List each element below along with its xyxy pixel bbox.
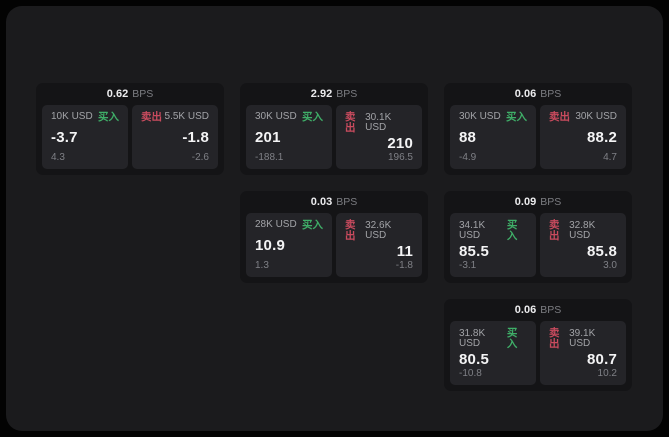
spread-header: 0.09 BPS [444,191,632,213]
spread-value: 0.09 [514,196,537,208]
quote-card: 2.92 BPS 30K USD 买入 201 -188.1 卖出 30.1K … [240,83,428,175]
buy-delta: 1.3 [255,260,269,271]
sell-amount: 30.1K USD [365,111,392,133]
bps-unit-label: BPS [540,196,562,208]
sell-tile[interactable]: 卖出 32.8K USD 85.8 3.0 [540,213,626,277]
quote-card: 0.03 BPS 28K USD 买入 10.9 1.3 卖出 32.6K US… [240,191,428,283]
buy-amount: 30K USD [255,111,297,123]
buy-label: 买入 [506,327,518,350]
quote-panels: 28K USD 买入 10.9 1.3 卖出 32.6K USD 11 -1.8 [246,213,422,277]
sell-price: 210 [387,134,413,152]
sell-price: 85.8 [587,242,617,260]
sell-amount: 30K USD [575,111,617,123]
sell-amount: 39.1K USD [569,327,596,349]
buy-amount: 31.8K USD [459,327,486,349]
buy-amount: 28K USD [255,219,297,231]
buy-label: 买入 [506,111,527,123]
sell-tile[interactable]: 卖出 32.6K USD 11 -1.8 [336,213,422,277]
buy-price: -3.7 [51,129,78,147]
bps-unit-label: BPS [336,88,358,100]
quote-panels: 34.1K USD 买入 85.5 -3.1 卖出 32.8K USD 85.8… [450,213,626,277]
quote-panels: 31.8K USD 买入 80.5 -10.8 卖出 39.1K USD 80.… [450,321,626,385]
buy-delta: 4.3 [51,152,65,163]
buy-amount: 34.1K USD [459,219,486,241]
sell-label: 卖出 [549,327,560,350]
quote-card: 0.06 BPS 31.8K USD 买入 80.5 -10.8 卖出 39.1… [444,299,632,391]
spread-value: 0.06 [514,304,537,316]
buy-price: 80.5 [459,350,489,368]
buy-amount: 10K USD [51,111,93,123]
spread-header: 0.06 BPS [444,83,632,105]
buy-price: 85.5 [459,242,489,260]
buy-label: 买入 [98,111,119,123]
buy-delta: -3.1 [459,260,477,271]
bps-unit-label: BPS [540,88,562,100]
bps-unit-label: BPS [132,88,154,100]
spread-header: 0.62 BPS [36,83,224,105]
buy-price: 88 [459,129,477,147]
spread-header: 0.06 BPS [444,299,632,321]
sell-amount: 5.5K USD [164,111,209,123]
buy-tile[interactable]: 31.8K USD 买入 80.5 -10.8 [450,321,536,385]
sell-label: 卖出 [549,111,570,123]
quote-card-grid: 0.62 BPS 10K USD 买入 -3.7 4.3 卖出 5.5K USD [36,83,632,391]
buy-label: 买入 [302,111,323,123]
sell-amount: 32.8K USD [569,219,596,241]
sell-label: 卖出 [549,219,560,242]
sell-label: 卖出 [345,111,356,134]
sell-label: 卖出 [345,219,356,242]
buy-tile[interactable]: 30K USD 买入 88 -4.9 [450,105,536,169]
spread-value: 0.03 [310,196,333,208]
spread-header: 0.03 BPS [240,191,428,213]
buy-price: 201 [255,129,281,147]
sell-tile[interactable]: 卖出 5.5K USD -1.8 -2.6 [132,105,218,169]
sell-price: 80.7 [587,350,617,368]
sell-tile[interactable]: 卖出 39.1K USD 80.7 10.2 [540,321,626,385]
sell-delta: 3.0 [603,260,617,271]
quote-card: 0.09 BPS 34.1K USD 买入 85.5 -3.1 卖出 32.8K… [444,191,632,283]
sell-amount: 32.6K USD [365,219,392,241]
sell-delta: 4.7 [603,152,617,163]
buy-amount: 30K USD [459,111,501,123]
sell-delta: 10.2 [597,368,617,379]
buy-delta: -188.1 [255,152,284,163]
spread-header: 2.92 BPS [240,83,428,105]
sell-label: 卖出 [141,111,162,123]
buy-tile[interactable]: 28K USD 买入 10.9 1.3 [246,213,332,277]
buy-tile[interactable]: 10K USD 买入 -3.7 4.3 [42,105,128,169]
spread-value: 2.92 [310,88,333,100]
sell-price: 88.2 [587,129,617,147]
bps-unit-label: BPS [336,196,358,208]
spread-value: 0.06 [514,88,537,100]
quote-card: 0.06 BPS 30K USD 买入 88 -4.9 卖出 30K USD [444,83,632,175]
buy-label: 买入 [506,219,518,242]
sell-tile[interactable]: 卖出 30K USD 88.2 4.7 [540,105,626,169]
sell-delta: -1.8 [395,260,413,271]
sell-delta: -2.6 [191,152,209,163]
quote-panels: 30K USD 买入 88 -4.9 卖出 30K USD 88.2 4.7 [450,105,626,169]
sell-delta: 196.5 [387,152,413,163]
buy-label: 买入 [302,219,323,231]
buy-tile[interactable]: 34.1K USD 买入 85.5 -3.1 [450,213,536,277]
buy-price: 10.9 [255,237,285,255]
bps-unit-label: BPS [540,304,562,316]
spread-value: 0.62 [106,88,129,100]
buy-tile[interactable]: 30K USD 买入 201 -188.1 [246,105,332,169]
quote-panels: 10K USD 买入 -3.7 4.3 卖出 5.5K USD -1.8 -2.… [42,105,218,169]
buy-delta: -10.8 [459,368,482,379]
sell-tile[interactable]: 卖出 30.1K USD 210 196.5 [336,105,422,169]
quote-card: 0.62 BPS 10K USD 买入 -3.7 4.3 卖出 5.5K USD [36,83,224,175]
quote-panels: 30K USD 买入 201 -188.1 卖出 30.1K USD 210 1… [246,105,422,169]
sell-price: -1.8 [182,129,209,147]
app-window: 0.62 BPS 10K USD 买入 -3.7 4.3 卖出 5.5K USD [6,6,663,431]
buy-delta: -4.9 [459,152,477,163]
sell-price: 11 [396,242,413,260]
